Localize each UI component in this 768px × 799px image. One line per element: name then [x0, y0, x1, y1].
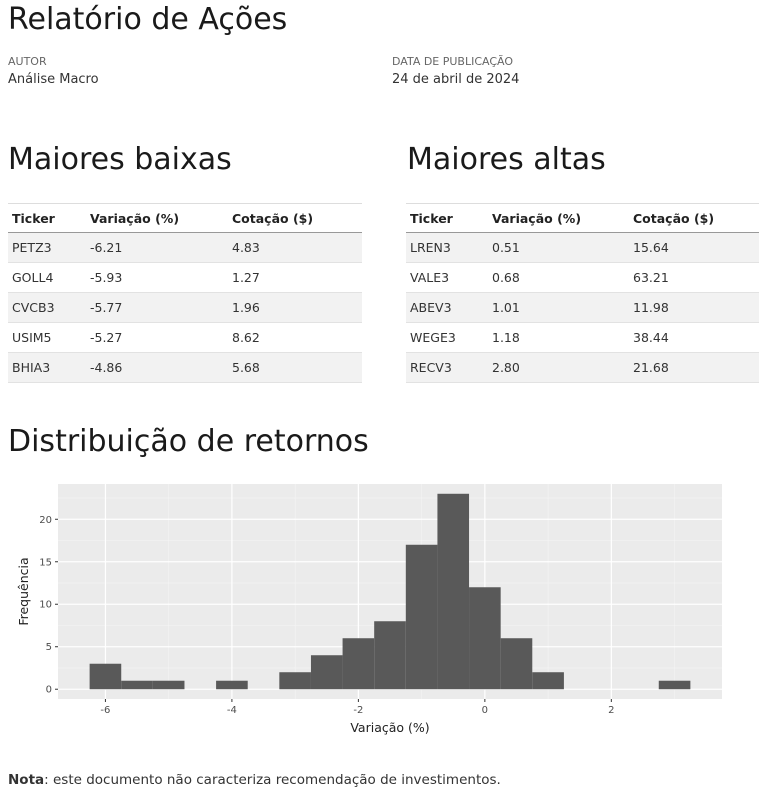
- table-cell: 11.98: [629, 292, 759, 323]
- histogram-bar: [500, 638, 533, 690]
- table-row: RECV3 2.80 21.68: [406, 352, 759, 383]
- x-tick-label: -6: [100, 705, 110, 716]
- x-tick-label: 0: [482, 705, 488, 716]
- table-row: BHIA3 -4.86 5.68: [8, 352, 362, 383]
- gainers-heading: Maiores altas: [407, 142, 606, 177]
- histogram-bar: [216, 680, 248, 690]
- column-header: Cotação ($): [228, 203, 362, 233]
- table-cell: 0.51: [488, 232, 629, 263]
- histogram-bar: [89, 663, 122, 690]
- author-label: AUTOR: [8, 55, 47, 68]
- table-cell: RECV3: [406, 352, 488, 383]
- table-cell: CVCB3: [8, 292, 86, 323]
- disclaimer-note: Nota: este documento não caracteriza rec…: [8, 772, 501, 788]
- column-header: Variação (%): [86, 203, 228, 233]
- column-header: Ticker: [8, 203, 86, 233]
- table-row: ABEV3 1.01 11.98: [406, 292, 759, 323]
- table-cell: 0.68: [488, 262, 629, 293]
- losers-heading: Maiores baixas: [8, 142, 232, 177]
- column-header: Ticker: [406, 203, 488, 233]
- table-cell: GOLL4: [8, 262, 86, 293]
- table-row: CVCB3 -5.77 1.96: [8, 292, 362, 323]
- distribution-heading: Distribuição de retornos: [8, 424, 369, 459]
- column-header: Variação (%): [488, 203, 629, 233]
- note-text: : este documento não caracteriza recomen…: [44, 772, 501, 788]
- histogram-bar: [532, 672, 564, 690]
- table-cell: -4.86: [86, 352, 228, 383]
- table-cell: 63.21: [629, 262, 759, 293]
- report-title: Relatório de Ações: [8, 2, 288, 37]
- x-tick-label: 2: [608, 705, 614, 716]
- table-cell: PETZ3: [8, 232, 86, 263]
- histogram-bar: [121, 680, 153, 690]
- y-tick-label: 20: [39, 515, 52, 526]
- histogram-bar: [279, 672, 311, 690]
- table-cell: VALE3: [406, 262, 488, 293]
- x-axis-label: Variação (%): [350, 720, 429, 735]
- losers-table: Ticker Variação (%) Cotação ($) PETZ3 -6.…: [8, 203, 362, 383]
- table-cell: 15.64: [629, 232, 759, 263]
- author-name: Análise Macro: [8, 72, 99, 87]
- table-cell: 1.96: [228, 292, 362, 323]
- table-cell: 1.27: [228, 262, 362, 293]
- y-tick-label: 10: [39, 600, 52, 611]
- table-cell: -5.27: [86, 322, 228, 353]
- table-cell: BHIA3: [8, 352, 86, 383]
- gainers-table-body: LREN3 0.51 15.64 VALE3 0.68 63.21 ABEV3 1.01 11.…: [406, 232, 759, 383]
- table-cell: 21.68: [629, 352, 759, 383]
- table-row: GOLL4 -5.93 1.27: [8, 262, 362, 293]
- table-row: VALE3 0.68 63.21: [406, 262, 759, 293]
- x-tick-label: -2: [353, 705, 363, 716]
- note-label: Nota: [8, 772, 45, 788]
- table-cell: -6.21: [86, 232, 228, 263]
- table-cell: 1.01: [488, 292, 629, 323]
- table-cell: LREN3: [406, 232, 488, 263]
- table-cell: 1.18: [488, 322, 629, 353]
- histogram-bar: [374, 621, 406, 690]
- table-row: USIM5 -5.27 8.62: [8, 322, 362, 353]
- table-cell: -5.93: [86, 262, 228, 293]
- table-row: WEGE3 1.18 38.44: [406, 322, 759, 353]
- column-header: Cotação ($): [629, 203, 759, 233]
- histogram-bar: [152, 680, 185, 690]
- histogram-bar: [310, 655, 343, 690]
- date-label: DATA DE PUBLICAÇÃO: [392, 55, 514, 68]
- losers-table-body: PETZ3 -6.21 4.83 GOLL4 -5.93 1.27 CVCB3 -5.77 1.…: [8, 232, 362, 383]
- table-header-row: Ticker Variação (%) Cotação ($): [8, 203, 362, 233]
- table-cell: USIM5: [8, 322, 86, 353]
- table-cell: 8.62: [228, 322, 362, 353]
- histogram-bar: [405, 544, 438, 690]
- gainers-table: Ticker Variação (%) Cotação ($) LREN3 0.5…: [406, 203, 759, 383]
- table-cell: 4.83: [228, 232, 362, 263]
- histogram-bar: [437, 493, 470, 690]
- y-tick-label: 5: [46, 642, 52, 653]
- table-cell: -5.77: [86, 292, 228, 323]
- table-cell: ABEV3: [406, 292, 488, 323]
- y-axis-label: Frequência: [16, 557, 31, 625]
- histogram-bar: [469, 587, 501, 690]
- table-row: LREN3 0.51 15.64: [406, 232, 759, 263]
- table-cell: WEGE3: [406, 322, 488, 353]
- histogram-bar: [342, 638, 375, 690]
- histogram-bar: [658, 680, 691, 690]
- table-cell: 2.80: [488, 352, 629, 383]
- table-header-row: Ticker Variação (%) Cotação ($): [406, 203, 759, 233]
- table-cell: 5.68: [228, 352, 362, 383]
- y-tick-label: 0: [46, 685, 52, 696]
- table-row: PETZ3 -6.21 4.83: [8, 232, 362, 263]
- y-tick-label: 15: [39, 557, 52, 568]
- publication-date: 24 de abril de 2024: [392, 72, 520, 87]
- x-tick-label: -4: [227, 705, 237, 716]
- table-cell: 38.44: [629, 322, 759, 353]
